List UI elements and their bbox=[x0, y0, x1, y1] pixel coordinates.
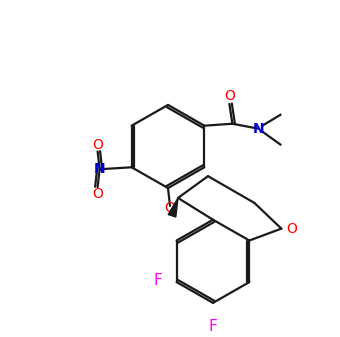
Text: O: O bbox=[224, 89, 235, 103]
Text: N: N bbox=[94, 162, 105, 176]
Text: O: O bbox=[165, 201, 175, 215]
Polygon shape bbox=[168, 198, 178, 217]
Text: O: O bbox=[286, 222, 297, 236]
Text: F: F bbox=[209, 319, 217, 334]
Text: N: N bbox=[253, 122, 264, 136]
Text: F: F bbox=[154, 273, 163, 287]
Text: O: O bbox=[92, 187, 103, 201]
Text: O: O bbox=[92, 137, 103, 152]
